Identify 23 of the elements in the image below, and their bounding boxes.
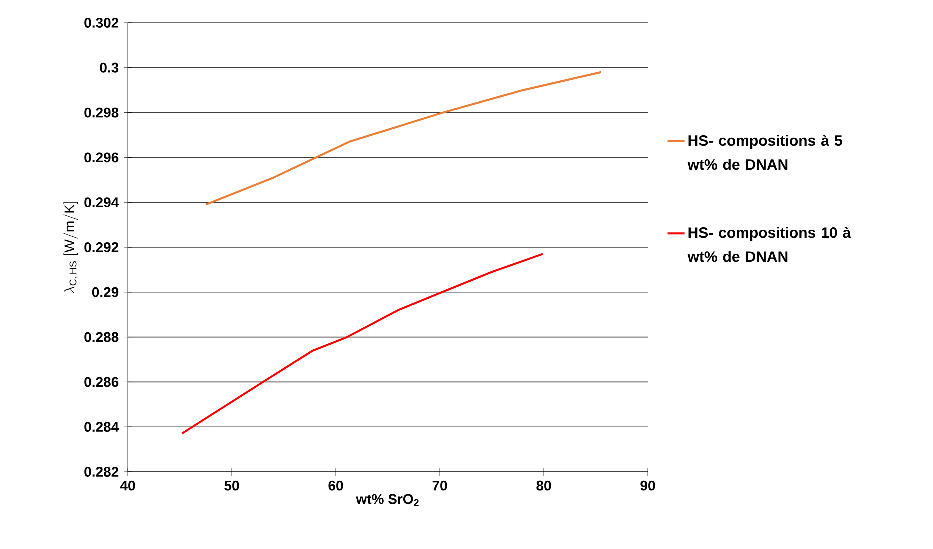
y-tick-label: 0.29 [92,287,119,298]
line-series [205,71,602,206]
y-tick-label: 0.302 [84,18,119,28]
y-tick-label: 0.298 [84,108,119,118]
x-tick-label: 40 [120,480,136,491]
y-tick-label: 0.292 [84,242,119,252]
y-tick-label: 0.294 [84,198,120,208]
y-tick-label: 0.296 [84,152,119,163]
y-tick-label: 0.288 [84,332,119,342]
x-tick-label: 60 [328,480,344,491]
x-tick-label: 70 [432,480,448,491]
x-tick-label: 80 [536,480,552,491]
line-series [181,253,544,435]
x-axis-title: wt% SrO$_{2}$ [356,494,419,506]
x-tick-label: 50 [224,480,240,491]
y-tick-label: 0.282 [84,467,119,477]
x-tick-label: 90 [640,480,656,491]
y-axis-title: $\lambda_{\mathrm{C,\,HS}}\ \mathrm{[W/m/K]}$ [64,202,79,294]
y-tick-label: 0.3 [100,62,119,73]
y-tick-label: 0.284 [84,422,120,432]
legend-label: HS- compositions 10 à wt% de DNAN [688,227,852,262]
legend-label: HS- compositions à 5 wt% de DNAN [688,134,842,170]
y-tick-label: 0.286 [84,377,119,388]
